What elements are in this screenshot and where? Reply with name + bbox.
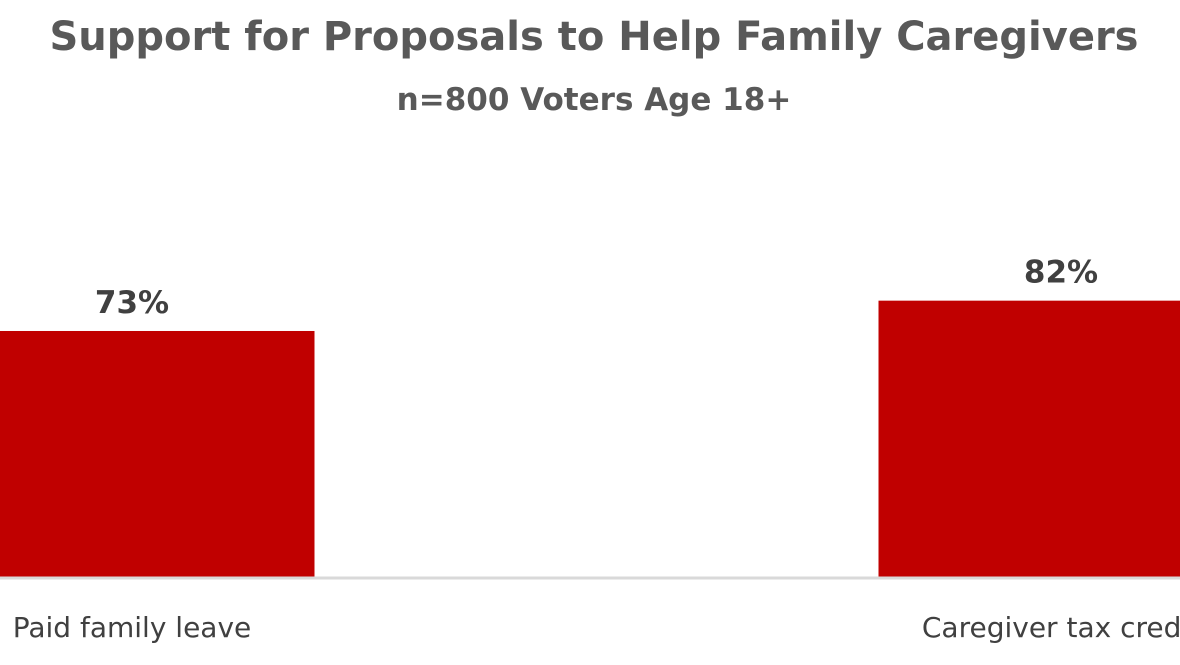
bar-0 — [0, 330, 315, 577]
chart-title: Support for Proposals to Help Family Car… — [50, 14, 1139, 60]
category-label-1: Caregiver tax credit — [922, 611, 1180, 644]
data-label-1: 82% — [1024, 255, 1098, 291]
data-label-0: 73% — [95, 285, 169, 321]
bar-1 — [878, 300, 1180, 577]
chart-subtitle: n=800 Voters Age 18+ — [397, 82, 792, 118]
data-labels-group: 73% 82% — [95, 255, 1098, 321]
category-labels-group: Paid family leave Caregiver tax credit — [13, 611, 1180, 644]
category-label-0: Paid family leave — [13, 611, 252, 644]
bars-group — [0, 300, 1180, 577]
